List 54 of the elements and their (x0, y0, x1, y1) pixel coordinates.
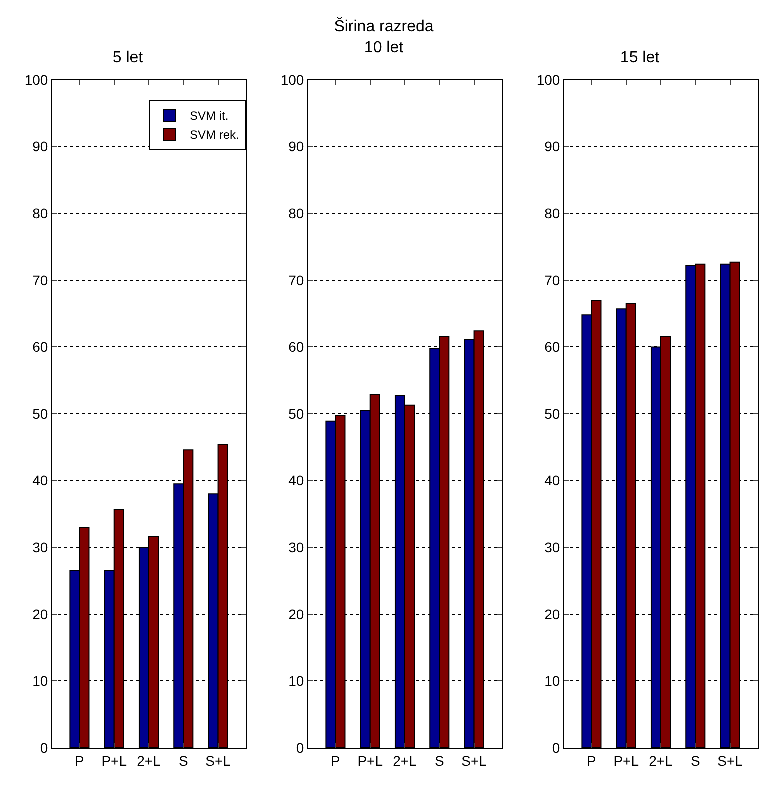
y-tick-label: 70 (544, 272, 560, 288)
y-tick-label: 60 (32, 339, 48, 356)
x-tick-label: 2+L (137, 752, 162, 769)
y-tick-label: 20 (544, 606, 560, 622)
x-tick-label: 2+L (393, 752, 418, 769)
x-tick-label: S+L (462, 752, 488, 769)
y-tick-label: 0 (40, 740, 48, 756)
x-tick-label: S (690, 752, 700, 769)
y-tick-label: 0 (552, 740, 560, 756)
y-tick-label: 10 (544, 673, 560, 690)
y-tick-label: 60 (288, 339, 304, 356)
y-tick-label: 70 (32, 272, 48, 288)
x-tick-label: P+L (102, 752, 128, 769)
y-tick-label: 90 (288, 138, 304, 155)
x-tick-label: S+L (718, 752, 744, 769)
y-tick-label: 80 (288, 206, 304, 222)
y-tick-label: 40 (32, 472, 48, 489)
y-tick-label: 70 (288, 272, 304, 288)
legend-label: SVM rek. (190, 128, 240, 142)
y-tick-label: 80 (32, 206, 48, 222)
y-tick-label: 100 (280, 72, 304, 88)
chart-title: 15 let (620, 49, 660, 66)
y-tick-label: 100 (536, 72, 560, 88)
y-tick-label: 20 (288, 606, 304, 622)
y-tick-label: 0 (296, 740, 304, 756)
y-tick-label: 10 (288, 673, 304, 690)
chart-title: 5 let (112, 49, 144, 66)
y-tick-label: 60 (544, 339, 560, 356)
y-tick-label: 30 (288, 540, 304, 556)
x-tick-label: P+L (614, 752, 640, 769)
legend-label: SVM it. (190, 109, 229, 124)
y-tick-label: 10 (32, 673, 48, 690)
x-tick-label: P+L (358, 752, 384, 769)
y-tick-label: 30 (32, 540, 48, 556)
y-tick-label: 50 (288, 406, 304, 422)
x-tick-label: P (331, 752, 340, 769)
x-tick-label: S (434, 752, 444, 769)
x-tick-label: S+L (206, 752, 232, 769)
x-tick-label: 2+L (649, 752, 674, 769)
y-tick-label: 50 (544, 406, 560, 422)
y-tick-label: 30 (544, 540, 560, 556)
y-tick-label: 50 (32, 406, 48, 422)
y-tick-label: 80 (544, 206, 560, 222)
y-tick-label: 20 (32, 606, 48, 622)
x-tick-label: P (75, 752, 84, 769)
y-tick-label: 40 (288, 472, 304, 489)
x-tick-label: S (178, 752, 188, 769)
chart-subtitle: 10 let (364, 39, 404, 56)
y-tick-label: 40 (544, 472, 560, 489)
y-tick-label: 90 (544, 138, 560, 155)
y-tick-label: 90 (32, 138, 48, 155)
y-tick-label: 100 (24, 72, 48, 88)
x-tick-label: P (587, 752, 596, 769)
chart-title: Širina razreda (334, 18, 434, 36)
